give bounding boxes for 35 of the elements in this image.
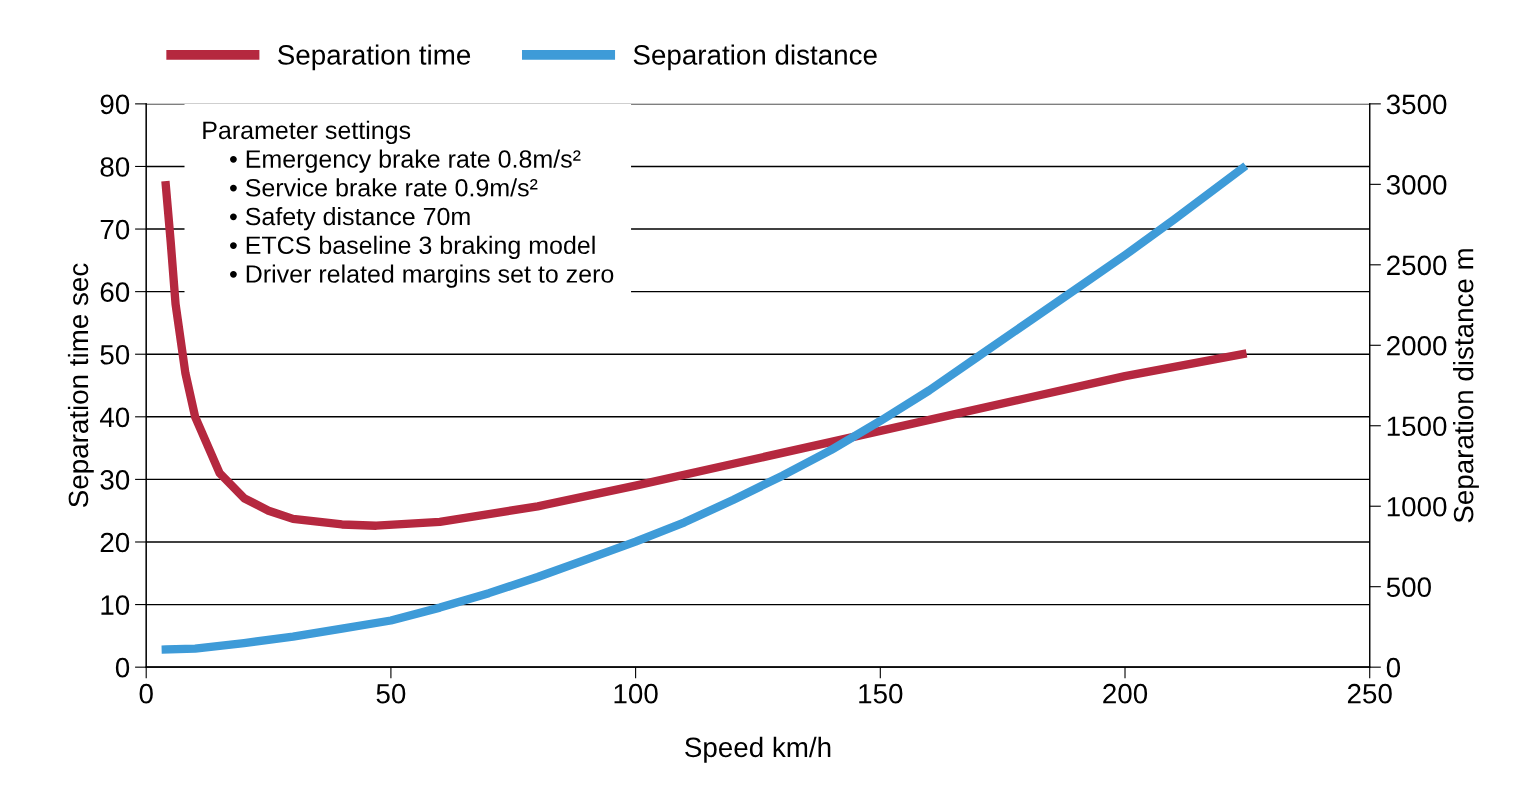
annotation: Parameter settings	[203, 120, 411, 145]
legend-label: Separation time	[278, 44, 471, 71]
y2-tick-label: 500	[1386, 577, 1431, 598]
y-tick-label: 10	[101, 595, 130, 615]
y2-tick-label: 3000	[1386, 175, 1447, 195]
y-tick-label: 30	[100, 470, 130, 490]
x-tick-label: 100	[614, 683, 658, 704]
x-tick-label: 0	[139, 683, 153, 704]
y-tick-label: 50	[100, 344, 130, 365]
y-tick-label: 60	[100, 282, 130, 302]
annotation: • Emergency brake rate 0.8m/s²	[230, 149, 581, 173]
x-tick-label: 150	[859, 683, 903, 704]
x-tick-label: 50	[376, 683, 406, 704]
legend-label: Separation distance	[633, 44, 877, 71]
y2-axis-title: Separation distance m	[1453, 249, 1479, 523]
annotation: • Safety distance 70m	[230, 206, 470, 231]
annotation: • Service brake rate 0.9m/s²	[230, 178, 538, 197]
y-tick-label: 40	[99, 407, 130, 428]
y-axis-title: Separation time sec	[67, 263, 94, 507]
y2-tick-label: 0	[1386, 657, 1401, 678]
y2-tick-label: 1000	[1387, 496, 1447, 517]
annotation: • Driver related margins set to zero	[230, 264, 614, 288]
y2-tick-label: 1500	[1387, 416, 1447, 437]
y-tick-label: 70	[100, 219, 130, 240]
y-tick-label: 20	[100, 532, 130, 553]
x-tick-label: 250	[1347, 683, 1392, 704]
y-tick-label: 80	[100, 157, 130, 177]
y-tick-label: 90	[100, 94, 130, 115]
x-tick-label: 200	[1103, 683, 1148, 704]
y2-tick-label: 3500	[1386, 94, 1447, 115]
y2-tick-label: 2500	[1387, 255, 1447, 276]
x-axis-title: Speed km/h	[685, 736, 831, 763]
y2-tick-label: 2000	[1387, 335, 1447, 356]
annotation: • ETCS baseline 3 braking model	[230, 235, 595, 260]
y-tick-label: 0	[115, 657, 130, 678]
